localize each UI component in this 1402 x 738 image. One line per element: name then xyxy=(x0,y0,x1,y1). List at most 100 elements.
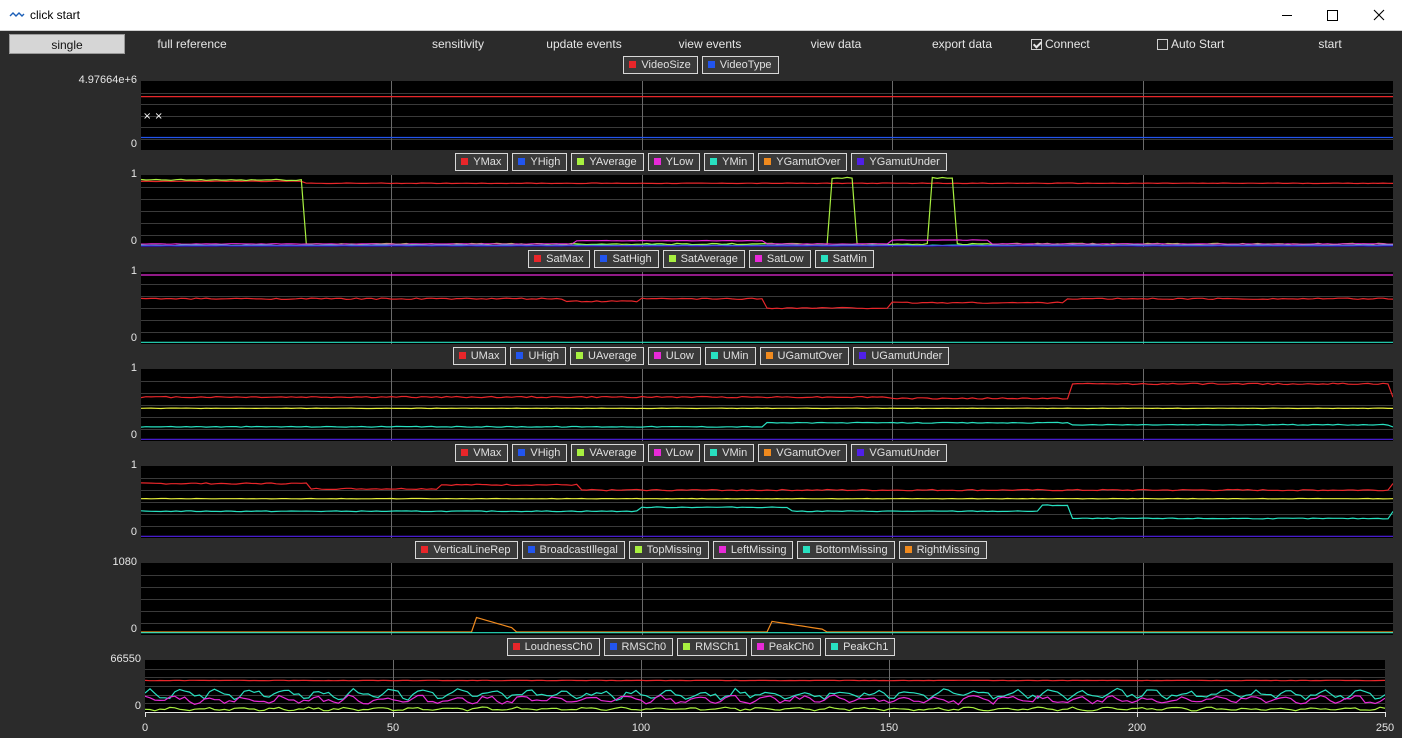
legend-label: VLow xyxy=(665,447,694,459)
legend-toggle-ymin[interactable]: YMin xyxy=(704,153,755,171)
legend-toggle-yaverage[interactable]: YAverage xyxy=(571,153,644,171)
legend-toggle-vmax[interactable]: VMax xyxy=(455,444,509,462)
legend-toggle-peakch1[interactable]: PeakCh1 xyxy=(825,638,896,656)
x-tick-label: 100 xyxy=(631,722,651,734)
update-events-button[interactable]: update events xyxy=(546,37,622,51)
chart-plot[interactable] xyxy=(145,660,1385,712)
legend-label: PeakCh1 xyxy=(843,641,889,653)
legend-toggle-uaverage[interactable]: UAverage xyxy=(570,347,644,365)
legend-toggle-ugamutover[interactable]: UGamutOver xyxy=(759,347,850,365)
legend-toggle-satlow[interactable]: SatLow xyxy=(748,250,811,268)
legend-toggle-uhigh[interactable]: UHigh xyxy=(510,347,567,365)
legend-toggle-vaverage[interactable]: VAverage xyxy=(571,444,644,462)
x-tick-mark xyxy=(641,712,642,717)
legend-toggle-vlow[interactable]: VLow xyxy=(647,444,701,462)
legend-swatch-icon xyxy=(634,546,642,553)
legend-toggle-ygamutunder[interactable]: YGamutUnder xyxy=(851,153,947,171)
legend-toggle-vgamutover[interactable]: VGamutOver xyxy=(758,444,848,462)
view-events-button[interactable]: view events xyxy=(678,37,742,51)
y-axis-min-label: 0 xyxy=(130,332,137,344)
legend-toggle-vmin[interactable]: VMin xyxy=(704,444,755,462)
legend-toggle-ylow[interactable]: YLow xyxy=(647,153,701,171)
legend-toggle-satmin[interactable]: SatMin xyxy=(814,250,874,268)
y-axis-min-label: 0 xyxy=(134,700,141,712)
legend-toggle-peakch0[interactable]: PeakCh0 xyxy=(750,638,822,656)
legend-swatch-icon xyxy=(756,643,764,650)
x-tick-mark xyxy=(889,712,890,717)
legend-swatch-icon xyxy=(577,449,585,456)
y-axis-min-label: 0 xyxy=(130,526,137,538)
series-line-vmin xyxy=(141,504,1393,520)
chart-plot[interactable]: × × xyxy=(141,81,1393,150)
legend-label: VideoType xyxy=(719,59,772,71)
minimize-button[interactable] xyxy=(1264,0,1310,31)
legend-toggle-videosize[interactable]: VideoSize xyxy=(623,56,698,74)
legend-toggle-bottommissing[interactable]: BottomMissing xyxy=(797,541,895,559)
export-data-button[interactable]: export data xyxy=(931,37,993,51)
legend-swatch-icon xyxy=(831,643,839,650)
legend-swatch-icon xyxy=(653,158,661,165)
legend-label: VHigh xyxy=(530,447,561,459)
legend-toggle-ugamutunder[interactable]: UGamutUnder xyxy=(853,347,950,365)
legend-toggle-rmsch0[interactable]: RMSCh0 xyxy=(603,638,674,656)
chart-plot[interactable] xyxy=(141,175,1393,247)
legend-toggle-sathigh[interactable]: SatHigh xyxy=(594,250,659,268)
connect-checkbox[interactable]: Connect xyxy=(1031,37,1090,53)
chart-plot[interactable] xyxy=(141,369,1393,441)
legend-toggle-verticallinerep[interactable]: VerticalLineRep xyxy=(415,541,518,559)
legend-toggle-vgamutunder[interactable]: VGamutUnder xyxy=(851,444,947,462)
legend-label: TopMissing xyxy=(646,544,702,556)
single-button[interactable]: single xyxy=(9,34,125,54)
x-tick-label: 50 xyxy=(386,722,400,734)
legend-swatch-icon xyxy=(859,352,867,359)
legend-swatch-icon xyxy=(527,546,535,553)
legend-toggle-loudnessch0[interactable]: LoudnessCh0 xyxy=(506,638,600,656)
full-reference-button[interactable]: full reference xyxy=(157,37,227,51)
legend-label: ULow xyxy=(665,350,694,362)
legend-toggle-rmsch1[interactable]: RMSCh1 xyxy=(677,638,747,656)
legend-toggle-ymax[interactable]: YMax xyxy=(455,153,509,171)
chart-plot[interactable] xyxy=(141,272,1393,344)
auto-start-checkbox[interactable]: Auto Start xyxy=(1157,37,1224,53)
checkbox-checked-icon xyxy=(1031,39,1042,50)
view-data-button[interactable]: view data xyxy=(810,37,862,51)
legend-label: YMax xyxy=(473,156,502,168)
legend-toggle-rightmissing[interactable]: RightMissing xyxy=(898,541,987,559)
maximize-icon xyxy=(1327,10,1338,21)
legend-swatch-icon xyxy=(534,255,542,262)
legend-toggle-ygamutover[interactable]: YGamutOver xyxy=(758,153,848,171)
legend-label: VerticalLineRep xyxy=(433,544,511,556)
legend-toggle-yhigh[interactable]: YHigh xyxy=(512,153,568,171)
legend-swatch-icon xyxy=(600,255,608,262)
series-line-rightmissing xyxy=(141,616,1393,633)
chart-legend: LoudnessCh0 RMSCh0 RMSCh1 PeakCh0 PeakCh1 xyxy=(0,638,1402,658)
sensitivity-button[interactable]: sensitivity xyxy=(431,37,484,51)
legend-toggle-ulow[interactable]: ULow xyxy=(647,347,701,365)
minimize-icon xyxy=(1282,15,1292,16)
series-line-ymin xyxy=(141,244,1393,247)
series-line-umin xyxy=(141,421,1393,428)
series-line-peakch0 xyxy=(145,694,1385,706)
legend-toggle-umin[interactable]: UMin xyxy=(704,347,756,365)
legend-toggle-satmax[interactable]: SatMax xyxy=(528,250,591,268)
legend-toggle-leftmissing[interactable]: LeftMissing xyxy=(712,541,794,559)
legend-swatch-icon xyxy=(710,352,718,359)
chart-plot[interactable] xyxy=(141,563,1393,635)
toolbar: single full reference sensitivity update… xyxy=(0,31,1402,57)
chart-plot[interactable] xyxy=(141,466,1393,538)
legend-toggle-broadcastillegal[interactable]: BroadcastIllegal xyxy=(521,541,625,559)
legend-toggle-videotype[interactable]: VideoType xyxy=(701,56,779,74)
x-tick-label: 150 xyxy=(879,722,899,734)
close-button[interactable] xyxy=(1356,0,1402,31)
legend-toggle-topmissing[interactable]: TopMissing xyxy=(628,541,709,559)
series-line-umax xyxy=(141,382,1393,400)
legend-toggle-vhigh[interactable]: VHigh xyxy=(512,444,568,462)
legend-toggle-sataverage[interactable]: SatAverage xyxy=(662,250,745,268)
legend-swatch-icon xyxy=(421,546,429,553)
start-button[interactable]: start xyxy=(1318,37,1342,51)
legend-toggle-umax[interactable]: UMax xyxy=(452,347,507,365)
chart-legend: VerticalLineRep BroadcastIllegal TopMissin… xyxy=(0,541,1402,561)
series-line-satmax xyxy=(141,297,1393,310)
chart-legend: UMax UHigh UAverage ULow UMin UGamutOver UGamu… xyxy=(0,347,1402,367)
maximize-button[interactable] xyxy=(1310,0,1356,31)
